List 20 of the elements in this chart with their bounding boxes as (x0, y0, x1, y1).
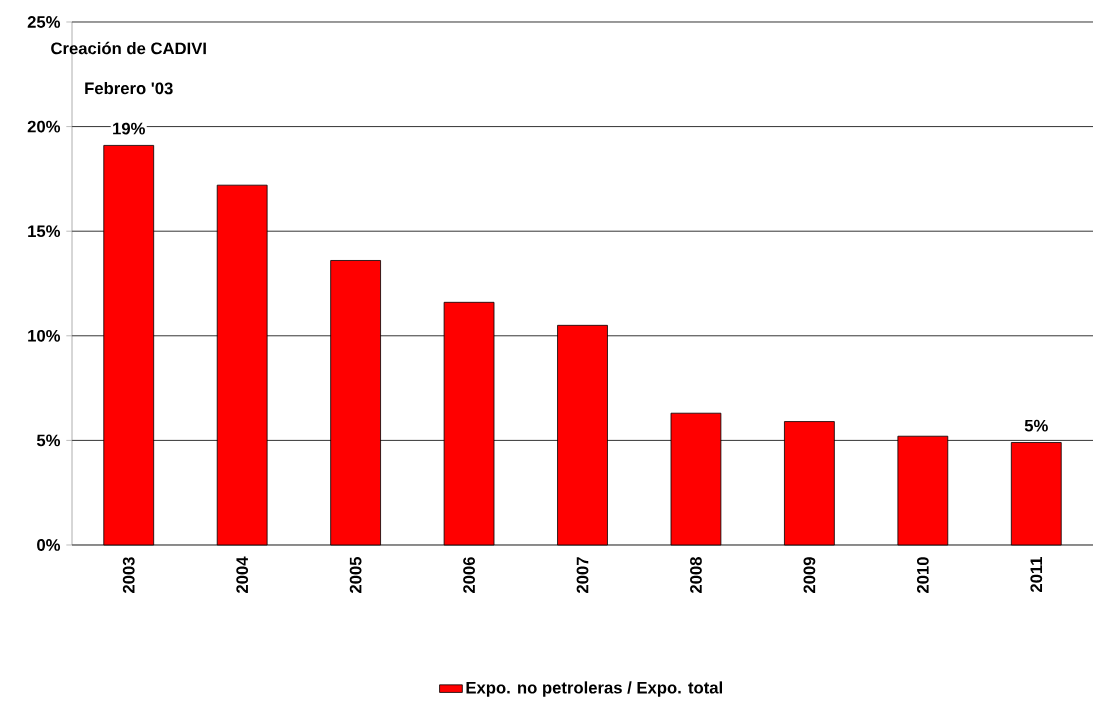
x-tick-label: 2010 (916, 557, 929, 593)
y-tick-label: 10% (28, 329, 61, 342)
legend-label: Expo. no petroleras / Expo. total (466, 681, 722, 697)
x-tick-label: 2008 (690, 556, 702, 593)
x-tick-label: 2009 (803, 557, 816, 593)
y-tick-label: 20% (27, 120, 61, 133)
x-tick-label: 2003 (122, 557, 135, 593)
y-tick-label: 15% (28, 225, 61, 237)
data-label: 19% (113, 122, 145, 135)
annotation: Creación de CADIVI (51, 41, 206, 55)
x-tick-label: 2007 (576, 557, 589, 593)
y-tick-label: 0% (37, 538, 61, 551)
x-tick-label: 2006 (463, 557, 475, 593)
y-tick-label: 5% (36, 434, 61, 447)
data-label: 5% (1024, 419, 1048, 432)
x-tick-label: 2011 (1030, 556, 1043, 592)
y-tick-label: 25% (27, 15, 61, 28)
annotation: Febrero '03 (85, 81, 173, 95)
x-tick-label: 2005 (349, 556, 362, 593)
x-tick-label: 2004 (236, 556, 249, 593)
